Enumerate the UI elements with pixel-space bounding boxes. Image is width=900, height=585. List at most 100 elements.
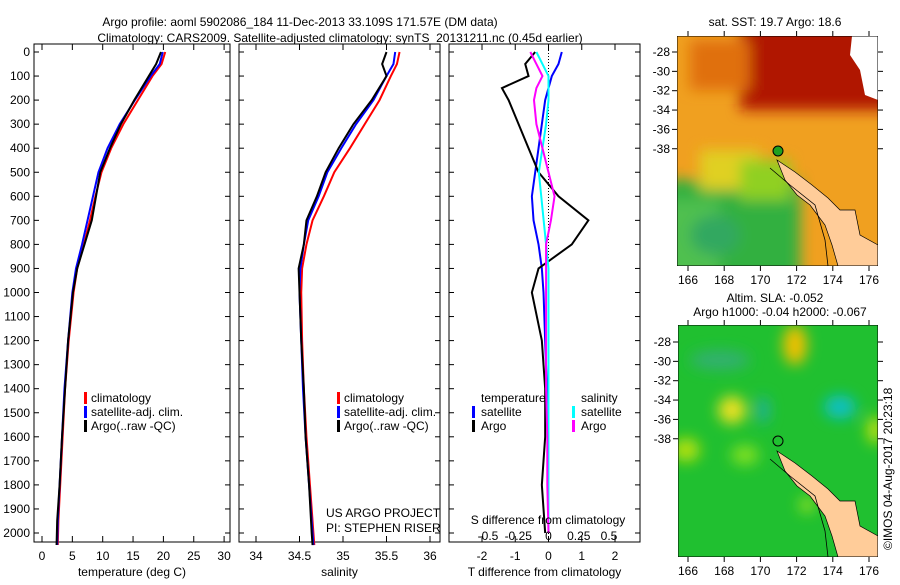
sla-map-title1: Altim. SLA: -0.052	[727, 291, 824, 305]
y-tick-label: 100	[10, 69, 30, 83]
legend-swatch	[337, 392, 340, 404]
x-tick-label: 5	[69, 549, 76, 563]
y-tick-label: 1900	[3, 502, 30, 516]
y-tick-label: 1600	[3, 430, 30, 444]
y-tick-label: 1200	[3, 334, 30, 348]
legend-swatch	[337, 420, 340, 432]
annotation-project: US ARGO PROJECT	[326, 506, 441, 520]
x-tick-label: 15	[126, 549, 140, 563]
title-line1: Argo profile: aoml 5902086_184 11-Dec-20…	[102, 15, 497, 29]
title-line2: Climatology: CARS2009. Satellite-adjuste…	[97, 31, 582, 45]
series-line-argo---raw--qc-	[55, 51, 162, 546]
x-tick-label: 36	[423, 549, 437, 563]
legend-label: Argo(..raw -QC)	[91, 419, 176, 433]
lon-tick-label: 174	[823, 273, 843, 287]
y-tick-label: 1800	[3, 478, 30, 492]
s-axis-label: S difference from climatology	[471, 513, 626, 527]
lon-tick-label: 166	[678, 564, 698, 578]
s-tick-label: 0.5	[601, 529, 618, 543]
lon-tick-label: 176	[859, 273, 879, 287]
y-tick-label: 500	[10, 165, 30, 179]
x-tick-label: 20	[157, 549, 171, 563]
sst-map-title: sat. SST: 19.7 Argo: 18.6	[709, 15, 842, 29]
y-tick-label: 400	[10, 141, 30, 155]
legend-swatch	[337, 406, 340, 418]
y-tick-label: 1100	[4, 310, 30, 324]
legend-swatch	[84, 392, 87, 404]
y-tick-label: 800	[10, 237, 30, 251]
x-tick-label: -1	[510, 549, 521, 563]
lat-tick-label: -30	[653, 64, 671, 78]
lat-tick-label: -36	[654, 412, 672, 426]
legend-label: satellite	[581, 405, 622, 419]
plot-frame-1	[33, 43, 231, 543]
legend-label: climatology	[344, 391, 404, 405]
legend-swatch	[84, 420, 87, 432]
x-tick-label: 35.5	[375, 549, 399, 563]
y-tick-label: 300	[10, 117, 30, 131]
legend-title-salinity: salinity	[581, 391, 618, 405]
series-line-t-argo	[500, 51, 590, 534]
x-tick-label: 30	[217, 549, 231, 563]
lat-tick-label: -32	[653, 84, 671, 98]
y-tick-label: 0	[23, 45, 30, 59]
lat-tick-label: -30	[654, 354, 672, 368]
series-line-climatology	[56, 51, 167, 546]
series-line-satellite-adj--clim-	[298, 51, 397, 546]
lon-tick-label: 176	[859, 564, 879, 578]
s-tick-label: 0	[545, 529, 552, 543]
lon-tick-label: 172	[787, 564, 807, 578]
x-tick-label: 10	[96, 549, 110, 563]
legend-label: satellite-adj. clim.	[91, 405, 183, 419]
lat-tick-label: -28	[653, 45, 671, 59]
x-tick-label: 2	[612, 549, 619, 563]
legend-swatch	[472, 420, 475, 432]
y-tick-label: 1400	[3, 382, 30, 396]
lat-tick-label: -36	[653, 122, 671, 136]
sla-map	[678, 325, 878, 557]
legend-label: Argo(..raw -QC)	[344, 419, 429, 433]
legend-label: satellite-adj. clim.	[344, 405, 436, 419]
lon-tick-label: 174	[823, 564, 843, 578]
s-tick-label: 0.25	[567, 529, 591, 543]
x-tick-label: 35	[336, 549, 350, 563]
y-tick-label: 600	[10, 189, 30, 203]
x-tick-label: 0	[39, 549, 46, 563]
y-tick-label: 2000	[3, 526, 30, 540]
x-tick-label: 34.5	[288, 549, 312, 563]
series-line-climatology	[300, 51, 401, 546]
s-tick-label: -0.25	[505, 529, 533, 543]
sla-map-title2: Argo h1000: -0.04 h2000: -0.067	[693, 305, 867, 319]
lat-tick-label: -38	[653, 142, 671, 156]
legend-label: Argo	[581, 419, 607, 433]
lat-tick-label: -32	[654, 374, 672, 388]
x-tick-label: 34	[249, 549, 263, 563]
legend-swatch	[572, 406, 575, 418]
series-line-s-argo	[529, 51, 556, 534]
y-tick-label: 1700	[3, 454, 30, 468]
lon-tick-label: 170	[750, 564, 770, 578]
footer-timestamp: ©IMOS 04-Aug-2017 20:23:18	[881, 387, 895, 550]
lat-tick-label: -38	[654, 432, 672, 446]
lat-tick-label: -28	[654, 335, 672, 349]
x-axis-label: salinity	[321, 565, 358, 579]
lon-tick-label: 168	[714, 564, 734, 578]
legend-swatch	[84, 406, 87, 418]
lon-tick-label: 172	[787, 273, 807, 287]
x-axis-label: temperature (deg C)	[78, 565, 186, 579]
legend-swatch	[472, 406, 475, 418]
annotation-pi: PI: STEPHEN RISER	[326, 521, 441, 535]
x-tick-label: 1	[578, 549, 585, 563]
y-tick-label: 1500	[3, 406, 30, 420]
lat-tick-label: -34	[654, 393, 672, 407]
x-tick-label: 0	[545, 549, 552, 563]
y-tick-label: 200	[10, 93, 30, 107]
y-tick-label: 700	[10, 213, 30, 227]
legend-title-temperature: temperature	[481, 391, 546, 405]
legend-label: climatology	[91, 391, 151, 405]
series-line-s-satellite	[535, 51, 550, 533]
lon-tick-label: 170	[750, 273, 770, 287]
x-tick-label: -2	[477, 549, 488, 563]
legend-label: Argo	[481, 419, 507, 433]
